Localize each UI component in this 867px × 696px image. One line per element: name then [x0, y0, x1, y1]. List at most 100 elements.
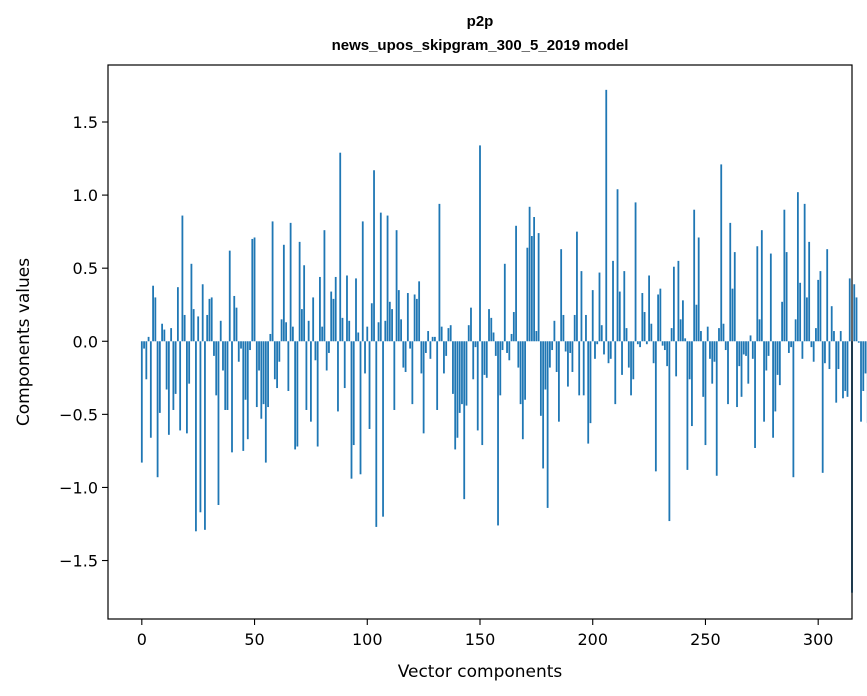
bar-component-18: [181, 215, 184, 342]
bar-component-121: [413, 294, 416, 342]
bar-component-148: [474, 341, 477, 348]
bar-component-135: [445, 341, 448, 356]
x-tick-label: 300: [803, 630, 834, 649]
bar-component-160: [501, 341, 504, 351]
bar-component-50: [253, 237, 256, 342]
bar-component-252: [709, 341, 711, 359]
bar-component-29: [206, 314, 209, 342]
bar-component-231: [661, 341, 664, 346]
bar-component-266: [740, 341, 743, 397]
x-tick-label: 0: [137, 630, 147, 649]
bar-component-218: [632, 341, 635, 380]
bar-component-170: [524, 341, 526, 400]
bar-component-184: [555, 341, 558, 372]
bar-component-139: [454, 341, 457, 450]
bar-component-43: [237, 341, 240, 362]
bar-component-97: [359, 341, 362, 475]
bar-component-175: [535, 331, 538, 342]
x-tick-label: 250: [690, 630, 721, 649]
bar-component-195: [580, 271, 583, 342]
bar-component-209: [612, 260, 614, 342]
bar-component-91: [346, 275, 348, 342]
bar-component-200: [591, 290, 594, 342]
bar-component-146: [470, 307, 472, 342]
bar-component-92: [348, 320, 351, 342]
bar-component-198: [587, 341, 590, 444]
bar-component-159: [499, 341, 502, 396]
bar-component-307: [833, 331, 835, 342]
bar-component-294: [803, 203, 806, 342]
bar-component-225: [648, 275, 650, 342]
bar-component-178: [542, 341, 545, 469]
bar-component-238: [677, 260, 680, 342]
bar-component-256: [718, 328, 720, 342]
bar-component-80: [321, 326, 324, 342]
bar-component-261: [729, 222, 732, 342]
bar-component-65: [287, 341, 290, 391]
bar-component-248: [700, 331, 702, 342]
bar-component-265: [738, 341, 741, 367]
bar-component-166: [515, 225, 517, 342]
bar-component-36: [222, 341, 224, 371]
bar-component-6: [154, 297, 157, 342]
bar-component-243: [688, 341, 691, 380]
bar-component-317: [855, 297, 858, 342]
bar-component-190: [569, 341, 572, 353]
bar-component-279: [769, 253, 772, 342]
bar-component-182: [551, 341, 554, 351]
bar-component-299: [815, 328, 817, 342]
bar-component-219: [634, 202, 637, 342]
bar-component-254: [713, 341, 716, 362]
bar-component-262: [731, 288, 734, 342]
bar-component-56: [267, 341, 269, 408]
bar-component-167: [517, 341, 520, 368]
bar-component-35: [219, 320, 222, 342]
bar-component-306: [830, 306, 833, 342]
bar-component-191: [571, 341, 574, 372]
bar-component-34: [217, 341, 220, 505]
bar-component-229: [657, 294, 660, 342]
bar-component-197: [585, 314, 587, 342]
bar-component-144: [465, 341, 468, 406]
bar-component-7: [156, 341, 159, 478]
bar-component-264: [736, 341, 738, 408]
bar-component-20: [186, 341, 188, 434]
bar-component-176: [537, 233, 540, 342]
bar-component-102: [370, 303, 373, 342]
bar-component-273: [756, 246, 759, 342]
bar-component-245: [693, 209, 696, 342]
bar-component-208: [609, 341, 612, 359]
bar-component-193: [576, 231, 578, 342]
x-axis-ticks: 0 50 100 150 200 250 300: [137, 619, 834, 649]
bar-component-127: [427, 331, 430, 342]
bar-component-75: [310, 341, 312, 422]
bar-component-24: [195, 341, 197, 532]
bar-component-59: [273, 341, 276, 380]
bar-component-128: [429, 341, 432, 359]
bar-component-61: [278, 341, 281, 362]
y-tick-label: 1.5: [73, 113, 98, 132]
bar-component-215: [625, 328, 628, 342]
bar-component-138: [452, 341, 454, 394]
bar-component-8: [158, 341, 161, 413]
bar-component-292: [799, 282, 802, 342]
bar-component-192: [573, 314, 576, 342]
y-axis-label: Components values: [14, 258, 34, 426]
bar-component-153: [485, 341, 488, 378]
bar-component-54: [262, 341, 265, 405]
bar-component-2: [145, 341, 148, 380]
bar-component-46: [244, 341, 247, 400]
bar-component-251: [706, 326, 709, 342]
bar-component-28: [204, 341, 206, 530]
bar-component-83: [328, 341, 330, 353]
bar-component-126: [424, 341, 427, 353]
bar-component-37: [224, 341, 227, 410]
bar-component-103: [373, 170, 375, 342]
bar-component-107: [382, 341, 384, 517]
bar-component-257: [720, 164, 723, 342]
bar-component-207: [607, 341, 610, 364]
bar-component-236: [672, 266, 675, 342]
bar-component-217: [630, 341, 632, 396]
chart-title: p2p: [467, 13, 494, 30]
